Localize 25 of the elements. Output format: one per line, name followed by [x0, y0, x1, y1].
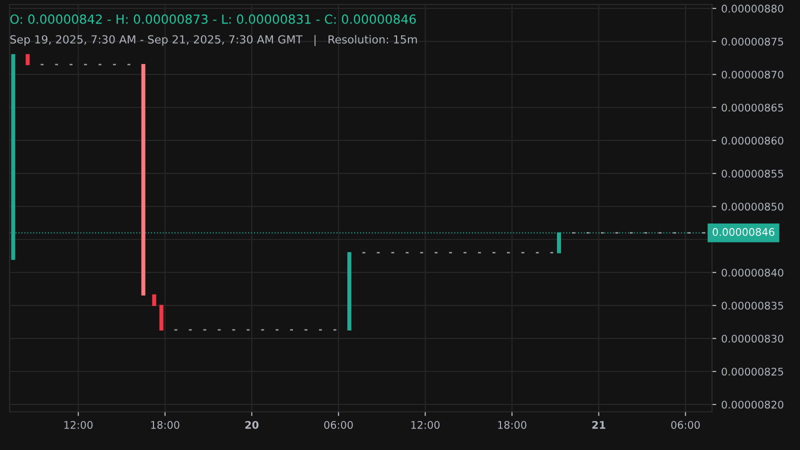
y-tick-label: 0.00000860 — [722, 136, 784, 145]
y-tick-label: 0.00000820 — [722, 400, 784, 409]
y-tick-label: 0.00000875 — [722, 38, 784, 46]
text: O: 0.00000842 - H: 0.00000873 - L: 0.00000831 - C: 0.00000846 — [10, 14, 416, 24]
y-tick-label: 0.00000870 — [722, 70, 784, 79]
text: Sep 19, 2025, 7:30 AM - Sep 21, 2025, 7:30 AM GMT | Resolution: 15m — [10, 34, 417, 46]
x-tick-label: 12:00 — [64, 420, 93, 429]
candlestick — [152, 294, 156, 306]
y-tick-label: 0.00000840 — [722, 268, 784, 277]
x-tick-label: 06:00 — [671, 420, 700, 429]
x-tick-label: 20 — [245, 420, 259, 429]
x-tick-label: 06:00 — [324, 420, 353, 429]
x-tick-label: 18:00 — [498, 420, 526, 429]
candlestick — [26, 54, 30, 66]
ref-line-label: 0.00000846 — [712, 228, 774, 236]
y-tick-label: 0.00000880 — [722, 4, 784, 13]
y-tick-label: 0.00000865 — [722, 104, 784, 112]
y-tick-label: 0.00000825 — [722, 368, 784, 376]
y-tick-label: 0.00000830 — [722, 334, 784, 343]
y-tick-label: 0.00000855 — [722, 170, 784, 178]
x-tick-label: 21 — [592, 420, 606, 429]
x-tick-label: 18:00 — [151, 420, 180, 429]
y-tick-label: 0.00000850 — [722, 202, 784, 211]
y-tick-label: 0.00000835 — [722, 302, 784, 310]
x-tick-label: 12:00 — [411, 420, 440, 429]
